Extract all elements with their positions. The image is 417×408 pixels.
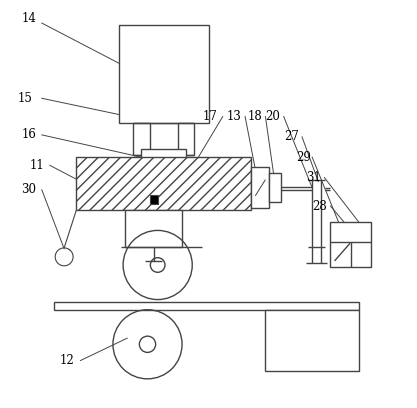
Bar bbox=[133, 123, 150, 155]
Text: 12: 12 bbox=[60, 354, 75, 367]
Bar bbox=[266, 310, 359, 371]
Text: 31: 31 bbox=[306, 171, 321, 184]
Text: 20: 20 bbox=[266, 110, 280, 123]
Text: 28: 28 bbox=[312, 200, 327, 213]
Bar bbox=[76, 157, 251, 210]
Bar bbox=[251, 167, 269, 208]
Text: 18: 18 bbox=[247, 110, 262, 123]
Text: 17: 17 bbox=[202, 110, 217, 123]
Bar bbox=[269, 173, 281, 202]
Bar bbox=[54, 302, 359, 310]
Bar bbox=[119, 25, 208, 123]
Bar bbox=[150, 195, 158, 204]
Text: 16: 16 bbox=[21, 129, 36, 142]
Bar bbox=[331, 222, 371, 267]
Text: 29: 29 bbox=[296, 151, 311, 164]
Text: 30: 30 bbox=[21, 183, 36, 196]
Text: 13: 13 bbox=[227, 110, 242, 123]
Bar bbox=[178, 123, 194, 155]
Text: 15: 15 bbox=[18, 92, 32, 105]
Bar bbox=[141, 149, 186, 165]
Text: 27: 27 bbox=[284, 131, 299, 143]
Text: 11: 11 bbox=[30, 159, 44, 172]
Text: 14: 14 bbox=[21, 13, 36, 25]
Bar bbox=[125, 210, 182, 247]
